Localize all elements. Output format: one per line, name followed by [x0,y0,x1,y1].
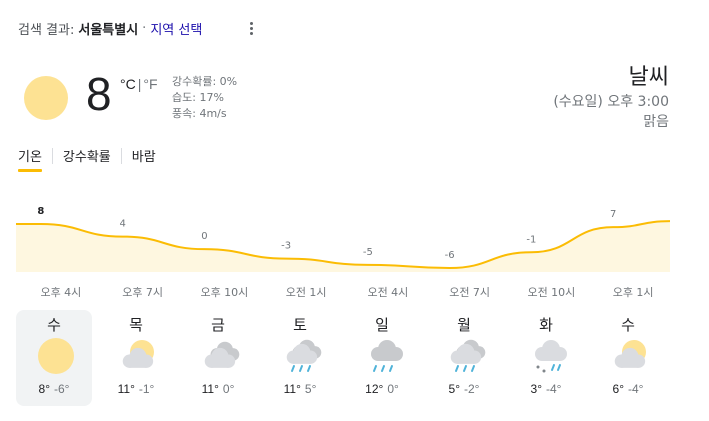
temperature-line [16,220,670,270]
cloudy-icon [204,341,240,368]
low-temp: -6° [54,382,70,396]
day-forecast-card[interactable]: 일 12° 0° [344,310,420,406]
day-name: 수 [47,316,61,334]
observation-time: (수요일) 오후 3:00 [553,94,669,110]
unit-toggle: °C | °F [120,76,158,92]
time-tick-label: 오전 1시 [285,286,327,299]
temperature-chart[interactable]: 8 4 0 -3 -5 -6 -1 7 [16,196,670,280]
high-temp: 11° [117,382,135,396]
celsius-toggle[interactable]: °C [120,76,136,92]
high-temp: 5° [448,382,460,396]
day-temperatures: 3° -4° [508,382,584,396]
rain-icon [371,340,403,372]
day-name: 수 [621,316,635,334]
high-temp: 8° [38,382,50,396]
day-forecast-card[interactable]: 수 6° -4° [590,310,666,406]
weather-title: 날씨 [628,65,669,90]
partly-cloudy-icon [614,340,646,368]
low-temp: 0° [387,382,399,396]
low-temp: 5° [304,382,317,396]
tab-temperature[interactable]: 기온 [18,144,42,172]
rain-cloud-icon [286,339,322,372]
tab-divider [120,148,122,164]
time-tick-label: 오후 10시 [200,286,249,299]
weather-summary: 날씨 (수요일) 오후 3:00 맑음 [553,64,669,132]
tab-divider [51,148,53,164]
low-temp: -4° [546,382,562,396]
time-tick-label: 오후 1시 [612,286,654,299]
unit-separator: | [137,76,142,92]
snow-rain-icon [535,340,567,373]
humidity: 습도: 17% [172,91,224,104]
weather-condition: 맑음 [643,114,669,130]
fahrenheit-toggle[interactable]: °F [143,76,158,92]
weather-details: 강수확률: 0% 습도: 17% 풍속: 4m/s [172,74,237,122]
tab-wind[interactable]: 바람 [131,150,156,165]
day-forecast-card[interactable]: 금 11° 0° [180,310,256,406]
day-temperatures: 8° -6° [16,382,92,396]
high-temp: 6° [612,382,624,396]
sun-icon [24,76,68,120]
temperature-data-label: -5 [363,247,373,258]
day-name: 토 [293,316,307,334]
time-axis: 오후 4시 오후 7시 오후 10시 오전 1시 오전 4시 오전 7시 오전 10시 오후 … [16,284,670,300]
day-name: 일 [375,316,389,334]
day-temperatures: 12° 0° [344,382,420,396]
high-temp: 11° [201,382,219,396]
day-forecast-card[interactable]: 토 11° 5° [262,310,338,406]
tab-precipitation[interactable]: 강수확률 [62,150,111,165]
day-forecast-card[interactable]: 화 3° -4° [508,310,584,406]
precip-probability: 강수확률: 0% [172,75,238,88]
rain-cloud-icon [450,339,486,372]
header-separator: · [142,20,147,36]
day-name: 월 [457,316,471,334]
day-temperatures: 11° -1° [98,382,174,396]
day-temperatures: 5° -2° [426,382,502,396]
sun-icon [38,338,74,374]
time-tick-label: 오후 7시 [122,286,164,299]
low-temp: -1° [138,382,155,396]
day-forecast-card[interactable]: 목 11° -1° [98,310,174,406]
location-name: 서울특별시 [78,22,139,38]
low-temp: 0° [222,382,235,396]
current-temperature: 8 [86,68,112,120]
chart-tabs: 기온 강수확률 바람 [18,144,156,172]
search-result-prefix: 검색 결과: [18,22,75,38]
temperature-data-label: 7 [610,209,616,220]
change-region-link[interactable]: 지역 선택 [150,22,203,38]
day-temperatures: 11° 0° [180,382,256,396]
time-tick-label: 오전 10시 [527,286,576,299]
day-name: 금 [211,316,225,334]
daily-forecast: 수 8° -6° 목 11° -1° 금 11° 0° 토 [16,310,666,406]
partly-cloudy-icon [122,340,154,368]
low-temp: -4° [628,382,644,396]
more-options-icon[interactable] [244,18,258,38]
low-temp: -2° [464,382,480,396]
time-tick-label: 오전 7시 [449,286,491,299]
day-forecast-card[interactable]: 월 5° -2° [426,310,502,406]
temperature-data-label: 0 [201,231,207,242]
day-temperatures: 6° -4° [590,382,666,396]
day-forecast-card[interactable]: 수 8° -6° [16,310,92,406]
high-temp: 3° [530,382,542,396]
temperature-data-label: 8 [37,206,44,217]
temperature-data-label: -1 [526,234,536,245]
time-tick-label: 오전 4시 [367,286,409,299]
temperature-area [16,221,670,272]
time-tick-label: 오후 4시 [40,286,82,299]
temperature-data-label: -6 [445,250,455,261]
high-temp: 12° [365,382,384,396]
high-temp: 11° [283,382,301,396]
temperature-data-label: -3 [281,241,291,252]
day-name: 목 [129,316,143,334]
day-name: 화 [539,316,553,334]
day-temperatures: 11° 5° [262,382,338,396]
wind-speed: 풍속: 4m/s [172,107,227,120]
temperature-data-label: 4 [119,219,125,230]
search-location-header: 검색 결과: 서울특별시 · 지역 선택 [18,18,202,38]
